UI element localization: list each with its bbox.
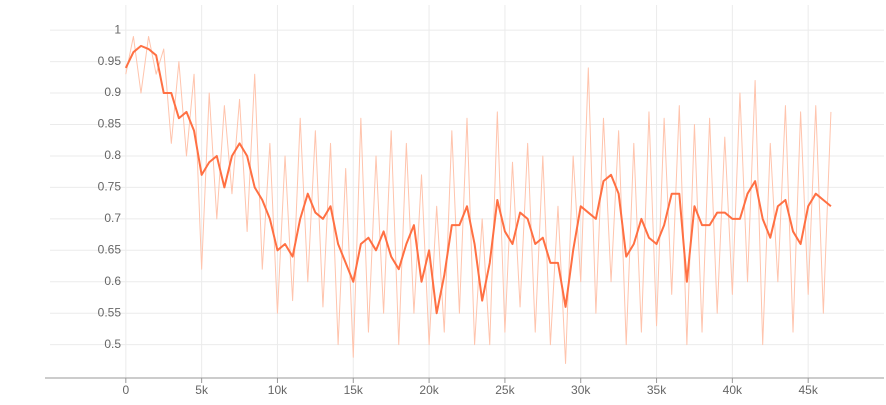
- x-tick-label: 25k: [495, 383, 515, 397]
- x-tick-label: 15k: [344, 383, 364, 397]
- y-tick-label: 0.65: [98, 242, 122, 256]
- x-tick-label: 40k: [723, 383, 743, 397]
- x-tick-label: 5k: [195, 383, 209, 397]
- y-tick-label: 0.75: [98, 180, 122, 194]
- y-tick-label: 1: [114, 22, 121, 36]
- x-tick-label: 45k: [799, 383, 819, 397]
- x-tick-label: 0: [122, 383, 129, 397]
- x-tick-label: 10k: [268, 383, 288, 397]
- x-tick-label: 35k: [647, 383, 667, 397]
- y-tick-label: 0.85: [98, 117, 122, 131]
- y-tick-label: 0.6: [104, 274, 121, 288]
- y-tick-label: 0.55: [98, 305, 122, 319]
- x-tick-label: 30k: [571, 383, 591, 397]
- x-tick-label: 20k: [419, 383, 439, 397]
- y-tick-label: 0.7: [104, 211, 121, 225]
- y-tick-label: 0.9: [104, 85, 121, 99]
- y-tick-label: 0.95: [98, 54, 122, 68]
- series-line: [124, 44, 832, 315]
- y-tick-label: 0.5: [104, 337, 121, 351]
- y-tick-label: 0.8: [104, 148, 121, 162]
- series-line: [125, 35, 832, 365]
